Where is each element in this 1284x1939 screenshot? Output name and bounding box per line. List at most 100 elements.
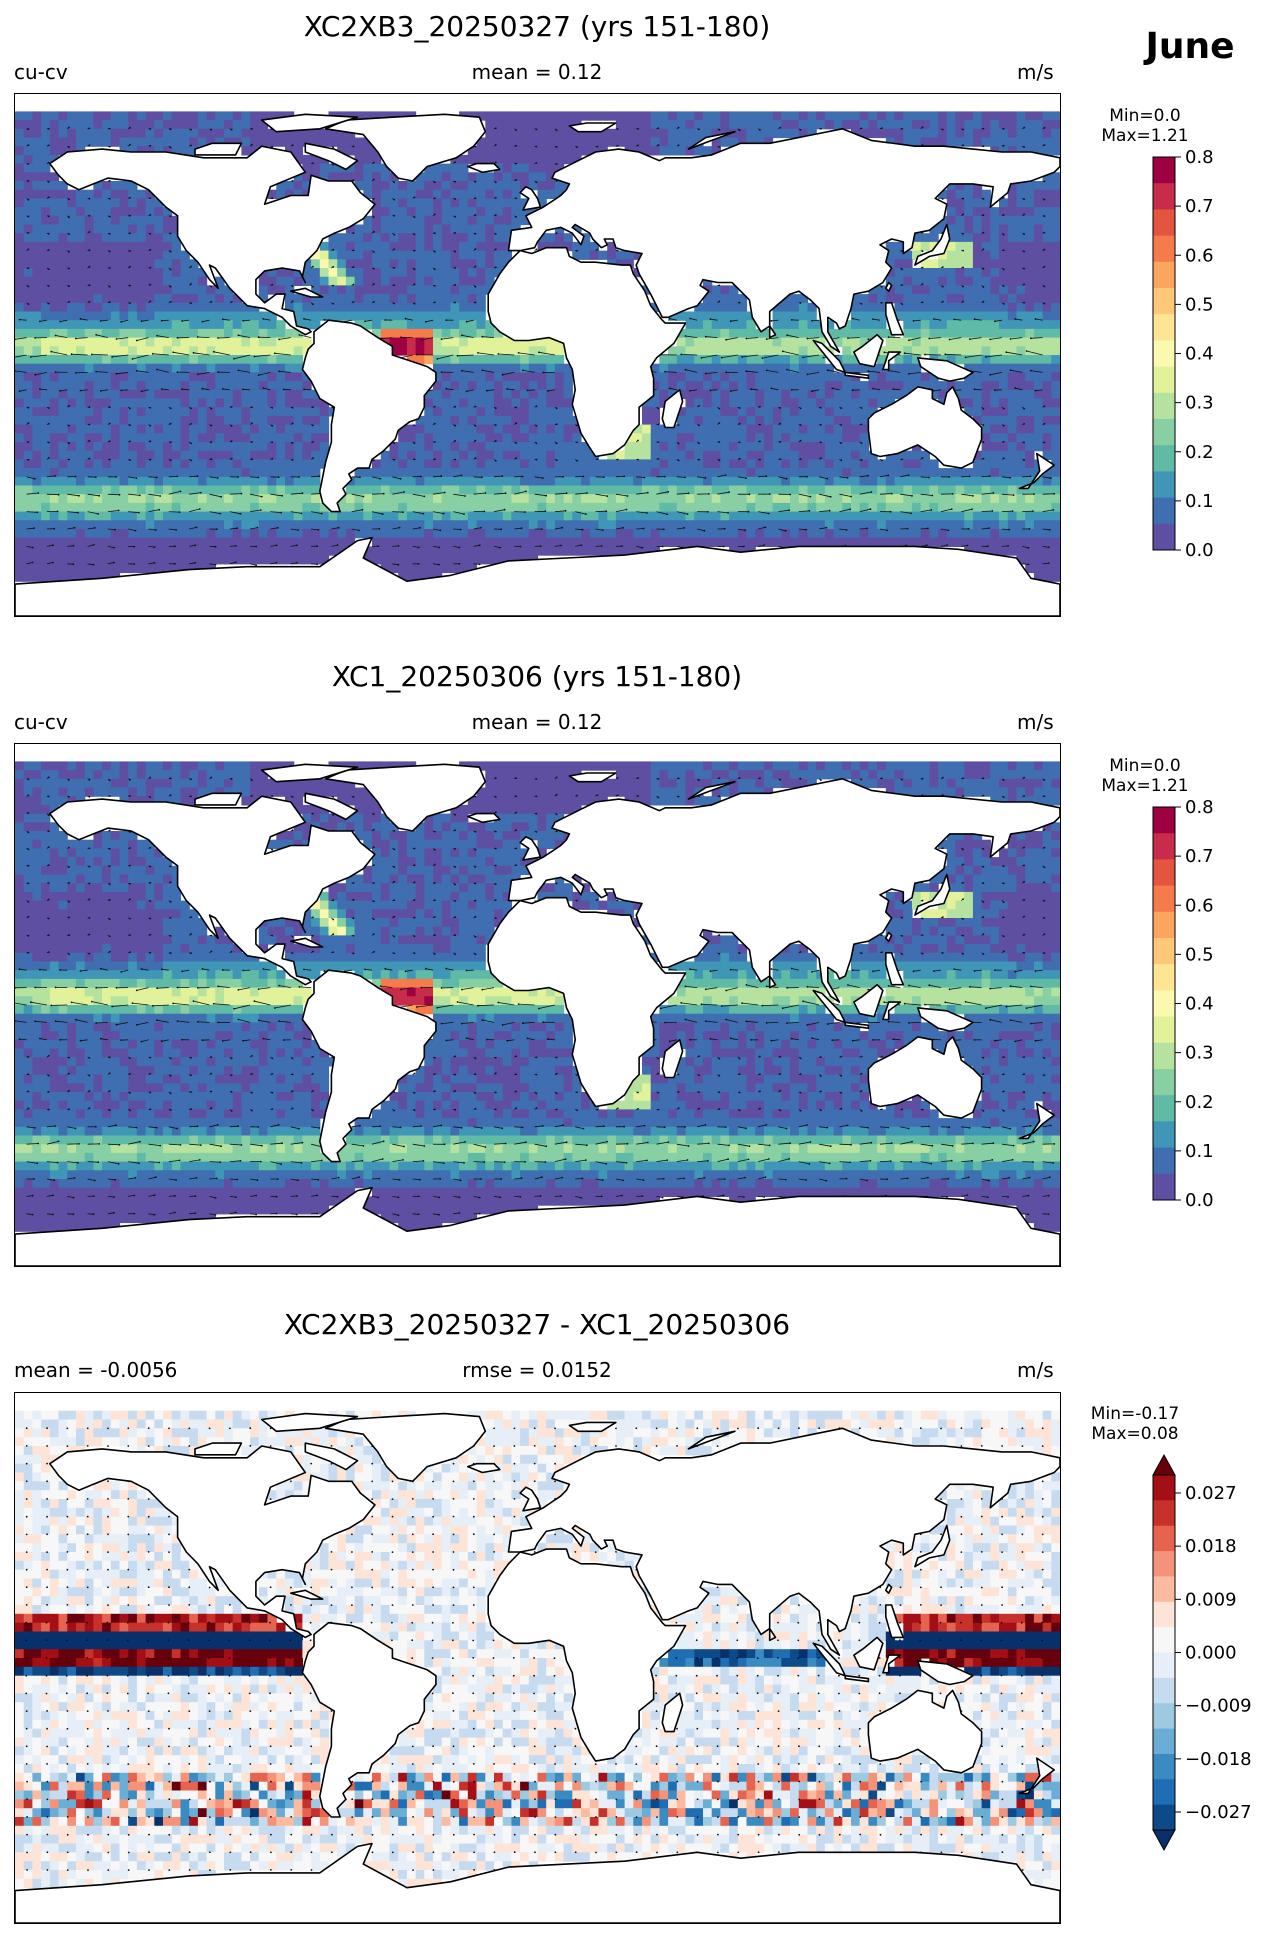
field-cell: [842, 520, 852, 530]
field-cell: [41, 250, 51, 260]
field-cell: [1051, 120, 1060, 130]
field-cell: [67, 207, 77, 217]
field-cell: [476, 372, 486, 382]
field-cell: [642, 424, 652, 434]
field-cell: [1025, 198, 1035, 208]
field-cell: [258, 546, 269, 556]
field-cell: [807, 111, 817, 121]
field-cell: [41, 111, 51, 121]
field-cell: [885, 381, 896, 391]
field-cell: [49, 241, 60, 252]
field-cell: [380, 502, 391, 513]
field-cell: [528, 398, 539, 408]
field-cell: [807, 407, 817, 417]
field-cell: [885, 537, 896, 547]
field-cell: [859, 424, 869, 434]
field-cell: [1033, 372, 1044, 382]
field-cell: [171, 537, 182, 547]
field-cell: [433, 241, 443, 252]
field-cell: [372, 328, 382, 339]
field-cell: [293, 389, 303, 400]
field-cell: [406, 355, 417, 365]
field-cell: [224, 372, 234, 382]
field-cell: [415, 198, 425, 208]
field-cell: [868, 128, 878, 139]
vector-arrow-head: [312, 285, 314, 288]
field-cell: [1016, 433, 1026, 443]
field-cell: [946, 241, 957, 252]
field-cell: [180, 268, 190, 278]
field-cell: [955, 259, 965, 269]
field-cell: [851, 424, 861, 434]
field-cell: [15, 111, 25, 121]
field-cell: [171, 433, 182, 443]
field-cell: [711, 529, 721, 539]
field-cell: [128, 337, 138, 347]
field-cell: [772, 502, 782, 513]
field-cell: [380, 328, 391, 339]
field-cell: [990, 450, 1000, 460]
field-cell: [154, 268, 164, 278]
field-cell: [58, 268, 68, 278]
field-cell: [328, 511, 338, 521]
field-cell: [511, 111, 521, 121]
panel-1-map[interactable]: [14, 93, 1061, 617]
field-cell: [415, 189, 425, 199]
field-cell: [467, 294, 478, 304]
field-cell: [23, 137, 33, 147]
field-cell: [49, 146, 60, 156]
field-cell: [450, 563, 460, 574]
field-cell: [276, 555, 286, 565]
field-cell: [520, 172, 530, 182]
field-cell: [598, 529, 608, 539]
field-cell: [67, 294, 77, 304]
field-cell: [293, 328, 303, 339]
field-cell: [528, 415, 539, 426]
field-cell: [494, 241, 504, 252]
field-cell: [807, 520, 817, 530]
field-cell: [84, 468, 94, 478]
field-cell: [790, 328, 800, 339]
field-cell: [476, 198, 486, 208]
field-cell: [624, 250, 634, 260]
field-cell: [885, 346, 896, 356]
field-cell: [163, 381, 173, 391]
field-cell: [546, 424, 556, 434]
field-cell: [215, 459, 225, 469]
field-cell: [938, 389, 948, 400]
field-cell: [467, 563, 478, 574]
field-cell: [206, 476, 216, 487]
field-cell: [154, 120, 164, 130]
field-cell: [920, 494, 930, 504]
field-cell: [494, 328, 504, 339]
vector-arrow-head: [962, 249, 964, 252]
field-cell: [833, 407, 843, 417]
field-cell: [1033, 198, 1044, 208]
field-cell: [502, 372, 512, 382]
field-cell: [990, 546, 1000, 556]
field-cell: [781, 363, 791, 373]
field-cell: [520, 372, 530, 382]
field-cell: [964, 346, 974, 356]
field-cell: [1033, 433, 1044, 443]
field-cell: [1042, 189, 1052, 199]
vector-arrow-head: [535, 248, 538, 251]
field-cell: [58, 415, 68, 426]
field-cell: [990, 259, 1000, 269]
field-cell: [337, 172, 347, 182]
field-cell: [729, 137, 739, 147]
field-cell: [241, 537, 251, 547]
field-cell: [15, 459, 25, 469]
field-cell: [537, 337, 547, 347]
field-cell: [833, 424, 843, 434]
field-cell: [41, 181, 51, 191]
field-cell: [102, 537, 112, 547]
field-cell: [807, 529, 817, 539]
field-cell: [232, 111, 242, 121]
field-cell: [433, 233, 443, 243]
field-cell: [276, 381, 286, 391]
field-cell: [912, 476, 922, 487]
panel-1-units-label: m/s: [1017, 60, 1054, 84]
field-cell: [824, 320, 835, 330]
field-cell: [816, 459, 826, 469]
